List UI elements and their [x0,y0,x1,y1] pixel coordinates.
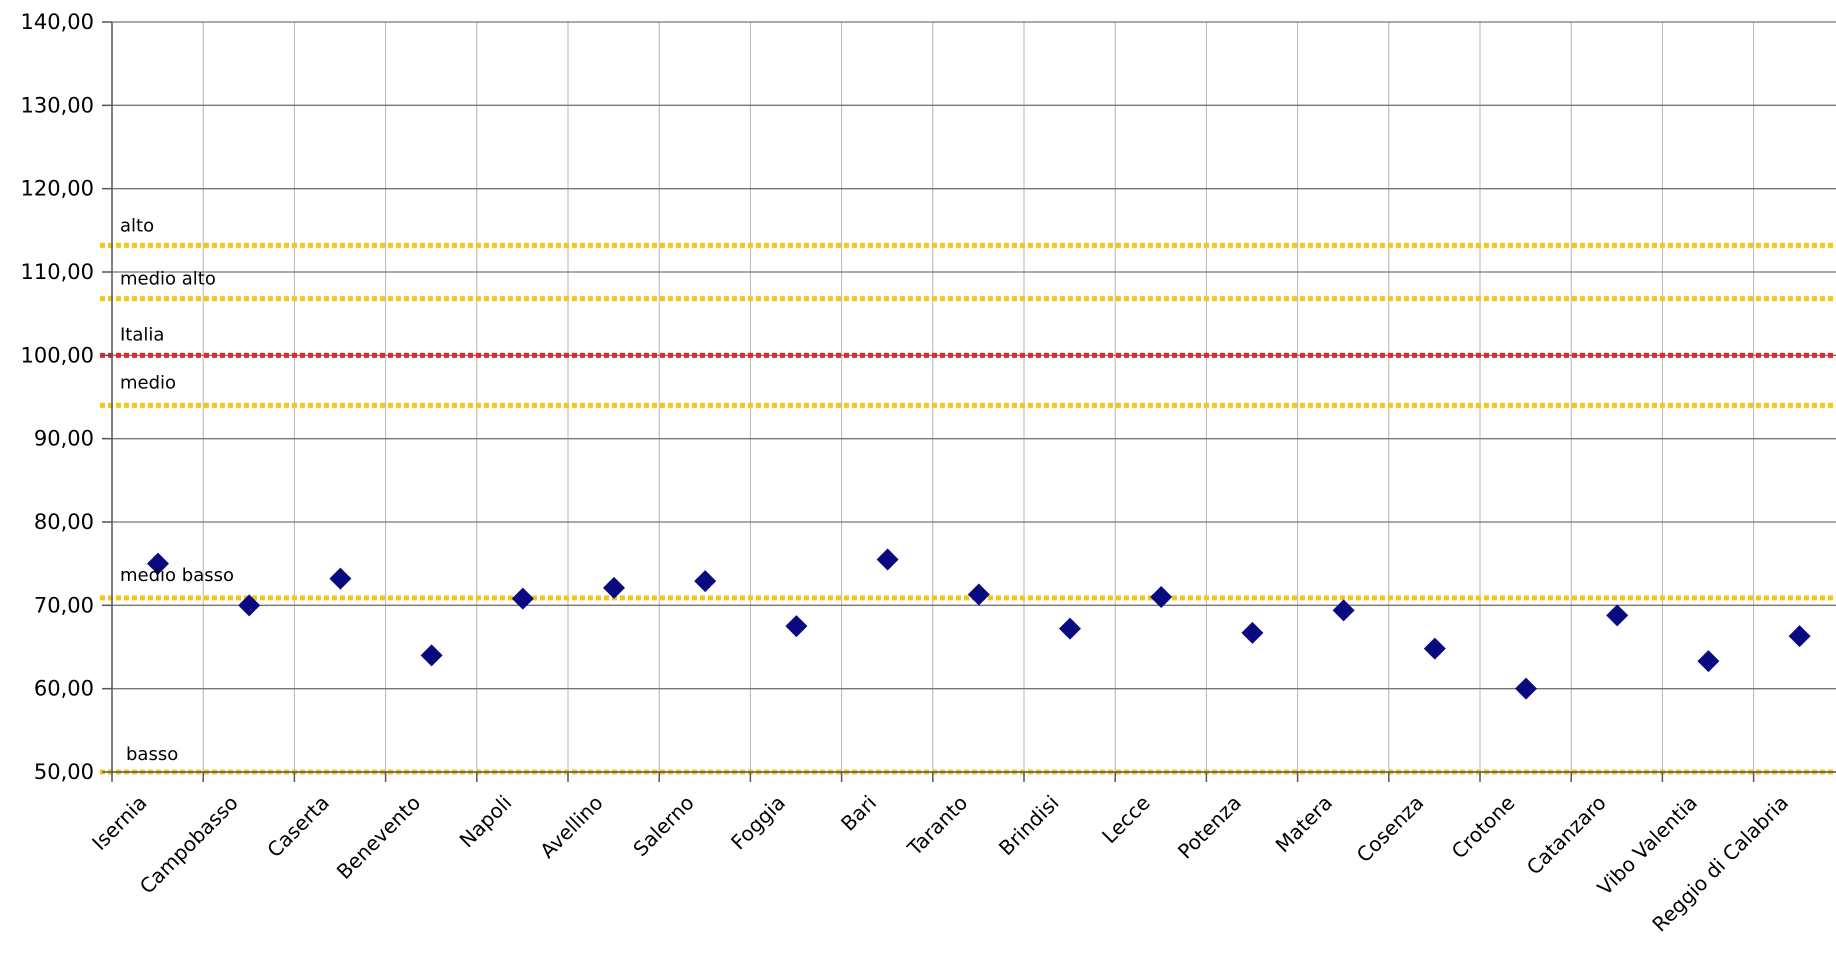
x-category-label: Potenza [1173,791,1246,864]
x-category-label: Napoli [455,791,517,853]
y-tick-label: 90,00 [34,427,94,451]
x-category-label: Lecce [1097,791,1155,849]
y-tick-label: 110,00 [21,260,94,284]
y-tick-label: 100,00 [21,343,94,367]
data-point [694,570,717,593]
labels: 50,00 60,00 70,00 80,00 90,00 100,00 110,00 120… [21,10,1794,936]
data-point [967,583,990,606]
x-category-label: Crotone [1447,791,1520,864]
reference-lines [100,242,1836,775]
data-points [147,548,1811,700]
data-point [1515,677,1537,700]
y-tick-label: 50,00 [34,760,94,784]
data-point [1332,599,1355,622]
data-point [238,594,261,617]
y-tick-label: 60,00 [34,677,94,701]
x-category-label: Cosenza [1352,791,1429,868]
data-point [1059,617,1081,640]
y-tick-label: 80,00 [34,510,94,534]
x-category-label: Isernia [87,791,151,855]
data-point [1788,625,1811,648]
y-tick-label: 70,00 [34,593,94,617]
x-category-label: Taranto [902,791,972,861]
x-category-label: Campobasso [135,791,243,899]
x-category-label: Benevento [332,791,425,884]
reference-line-label: basso [126,744,178,765]
grid-layer [112,21,1836,773]
reference-line-label: alto [120,215,154,236]
reference-line-label: medio basso [120,565,234,586]
y-tick-label: 120,00 [21,177,94,201]
data-point [785,615,808,638]
x-category-label: Catanzaro [1522,791,1611,880]
data-point [1606,604,1629,627]
y-tick-label: 140,00 [21,10,94,34]
x-category-label: Avellino [535,791,607,863]
data-point [876,548,899,571]
data-point [1423,637,1446,660]
data-point [1150,586,1173,608]
data-point [511,587,534,610]
x-category-label: Foggia [726,791,790,855]
reference-line-label: medio alto [120,269,216,290]
x-category-label: Bari [836,791,881,836]
data-point [1697,650,1720,673]
reference-line-label: medio [120,372,176,393]
y-tick-label: 130,00 [21,93,94,117]
data-point [603,576,625,599]
x-category-label: Brindisi [994,791,1064,861]
data-point [147,552,169,575]
data-point [329,567,352,590]
x-category-label: Matera [1271,791,1338,858]
data-point [1241,621,1264,644]
axes [102,21,1836,782]
x-category-label: Salerno [628,791,698,861]
x-category-label: Caserta [262,791,334,863]
data-point [420,644,443,667]
reference-line-label: Italia [120,324,164,345]
